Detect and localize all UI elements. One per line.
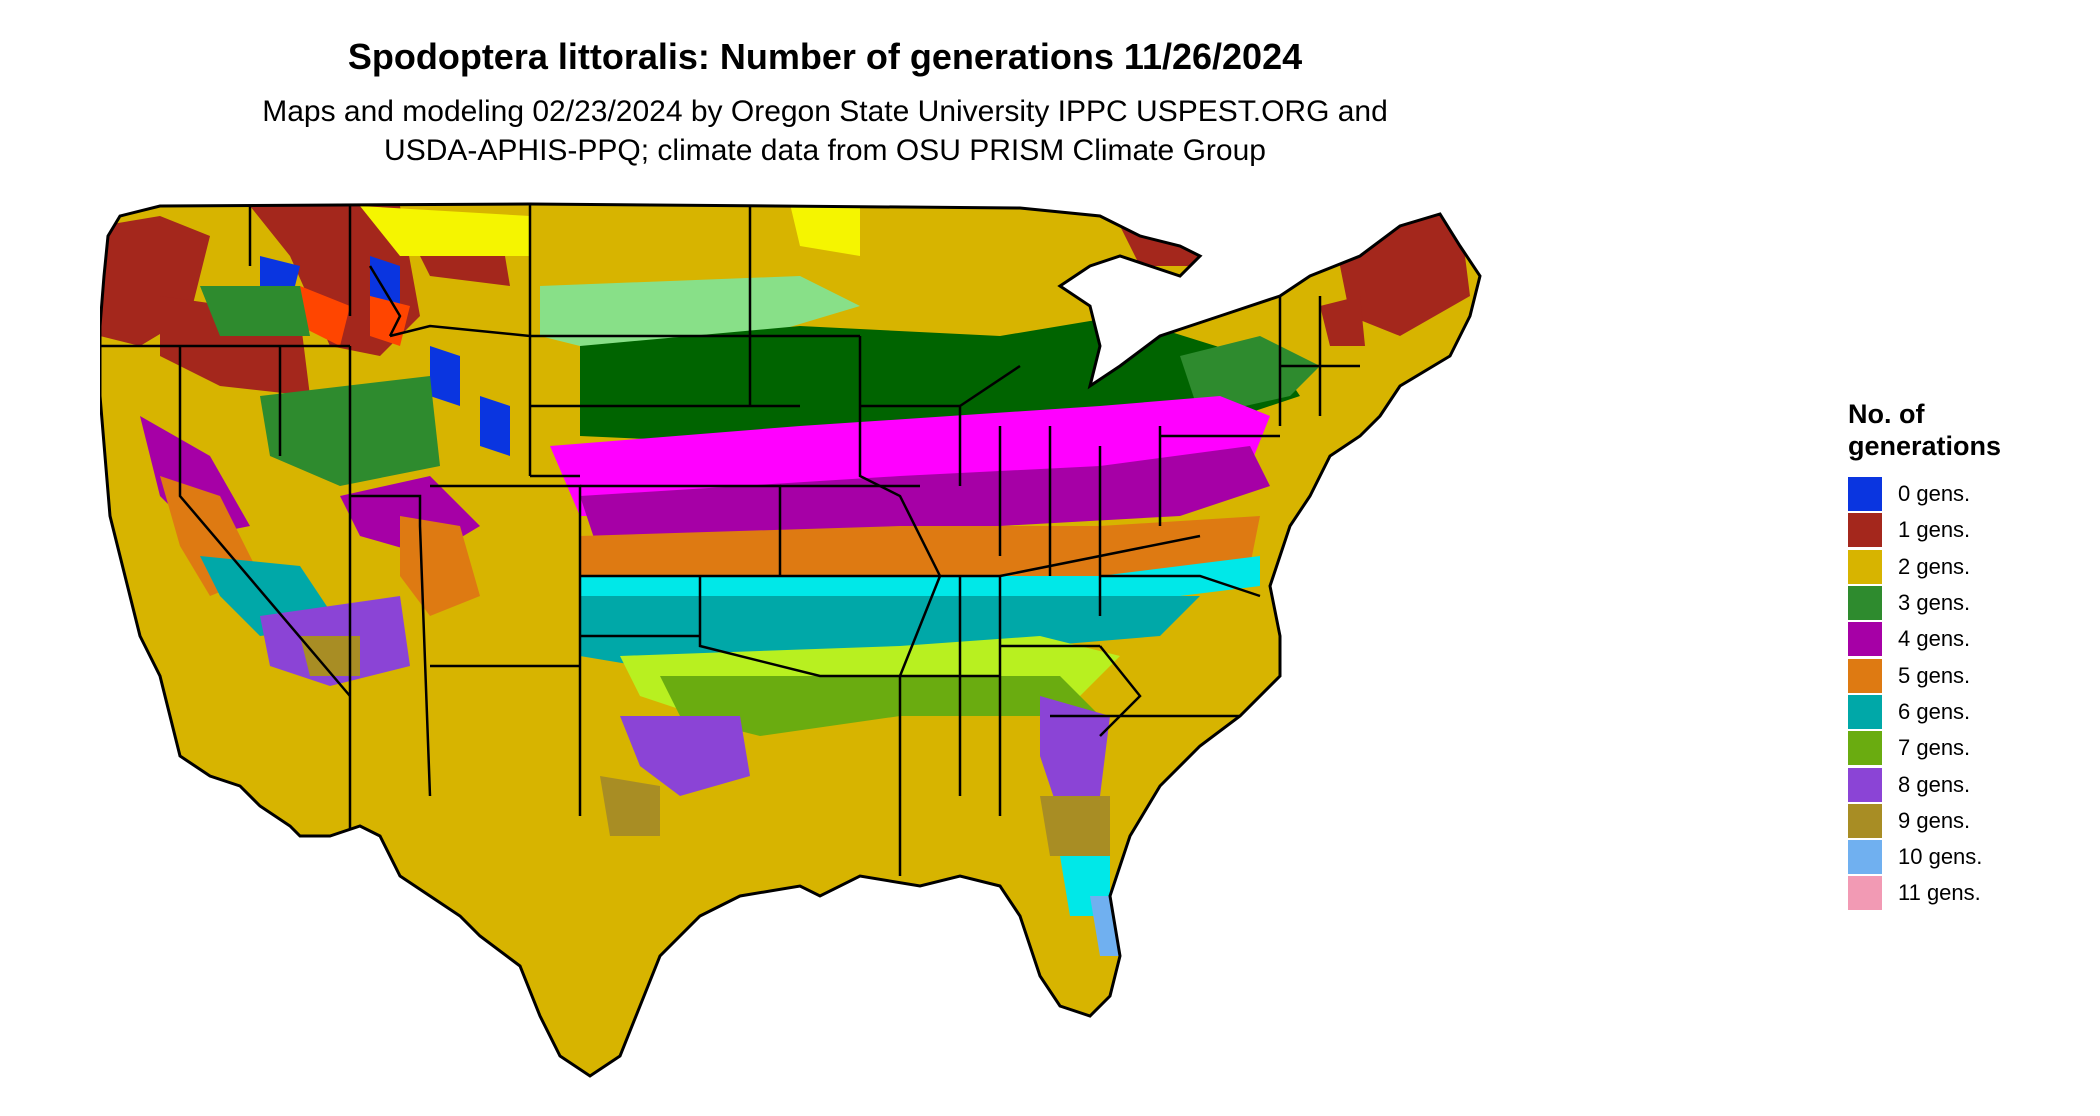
legend-label: 8 gens. xyxy=(1898,771,1971,797)
legend-swatch xyxy=(1848,549,1882,584)
map-region xyxy=(790,204,860,256)
map-region xyxy=(620,716,750,796)
legend-swatch xyxy=(1848,477,1882,512)
legend-swatch xyxy=(1848,694,1882,729)
legend-label: 0 gens. xyxy=(1898,481,1971,507)
legend-item: 1 gens. xyxy=(1848,512,2088,548)
legend-swatch xyxy=(1848,622,1882,657)
legend-swatch xyxy=(1848,586,1882,621)
legend-title-line-2: generations xyxy=(1848,431,2002,461)
legend-item: 4 gens. xyxy=(1848,621,2088,657)
legend-item: 0 gens. xyxy=(1848,476,2088,512)
map-region xyxy=(660,676,1100,736)
legend-swatch xyxy=(1848,513,1882,548)
legend-label: 3 gens. xyxy=(1898,590,1971,616)
map-region xyxy=(200,286,310,336)
us-generations-map xyxy=(100,202,1482,1078)
subtitle-line-2: USDA-APHIS-PPQ; climate data from OSU PR… xyxy=(384,134,1266,167)
legend-label: 9 gens. xyxy=(1898,807,1971,833)
legend-item: 11 gens. xyxy=(1848,875,2088,911)
legend-label: 7 gens. xyxy=(1898,735,1971,761)
legend-item: 2 gens. xyxy=(1848,549,2088,585)
map-region xyxy=(430,346,460,406)
legend-title-line-1: No. of xyxy=(1848,399,1925,429)
legend-swatch xyxy=(1848,840,1882,875)
map-region xyxy=(360,206,530,256)
legend-item: 10 gens. xyxy=(1848,839,2088,875)
map-region xyxy=(1040,796,1110,856)
legend-item: 9 gens. xyxy=(1848,803,2088,839)
legend-item: 6 gens. xyxy=(1848,694,2088,730)
legend-swatch xyxy=(1848,658,1882,693)
map-title: Spodoptera littoralis: Number of generat… xyxy=(347,36,1303,77)
legend-item: 8 gens. xyxy=(1848,766,2088,802)
legend-label: 6 gens. xyxy=(1898,698,1971,724)
map-region xyxy=(580,446,1270,556)
legend-title: No. of generations xyxy=(1848,398,2088,462)
map-region xyxy=(300,286,350,346)
map-region xyxy=(1320,296,1365,346)
legend-label: 10 gens. xyxy=(1898,844,1983,870)
map-region xyxy=(300,636,360,676)
legend-label: 2 gens. xyxy=(1898,553,1971,579)
map-region xyxy=(1040,696,1110,816)
map-region xyxy=(1180,336,1320,416)
legend-label: 4 gens. xyxy=(1898,626,1971,652)
legend-item: 5 gens. xyxy=(1848,657,2088,693)
legend-label: 5 gens. xyxy=(1898,662,1971,688)
subtitle-line-1: Maps and modeling 02/23/2024 by Oregon S… xyxy=(262,95,1388,128)
map-subtitle: Maps and modeling 02/23/2024 by Oregon S… xyxy=(0,92,1650,170)
legend-label: 1 gens. xyxy=(1898,517,1971,543)
legend-item: 7 gens. xyxy=(1848,730,2088,766)
legend-swatch xyxy=(1848,876,1882,911)
legend-items: 0 gens. 1 gens. 2 gens. 3 gens. 4 gens. 5 gen… xyxy=(1848,476,2088,912)
map-region xyxy=(600,776,660,836)
legend: No. of generations 0 gens. 1 gens. 2 gens.… xyxy=(1848,398,2088,912)
legend-swatch xyxy=(1848,767,1882,802)
legend-item: 3 gens. xyxy=(1848,585,2088,621)
map-region xyxy=(480,396,510,456)
legend-swatch xyxy=(1848,731,1882,766)
legend-label: 11 gens. xyxy=(1898,880,1981,906)
legend-swatch xyxy=(1848,803,1882,838)
